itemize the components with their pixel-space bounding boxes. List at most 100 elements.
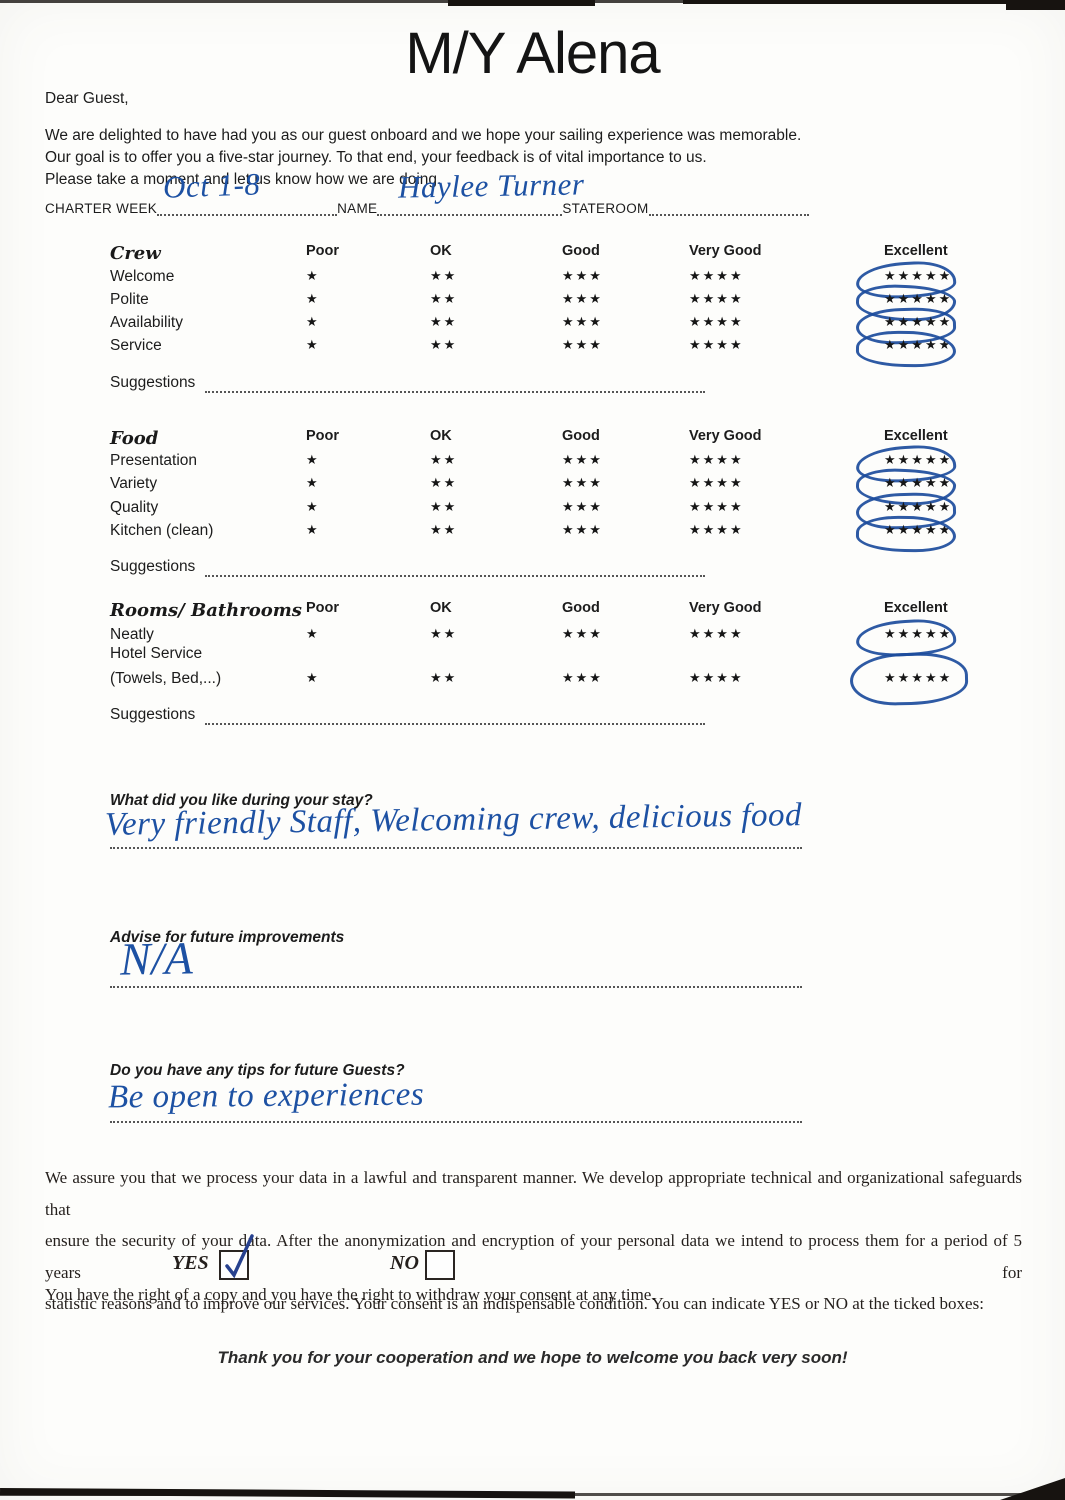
column-header-excellent: Excellent xyxy=(884,243,948,259)
star-rating-1[interactable]: ★ xyxy=(306,269,320,284)
star-rating-4[interactable]: ★★★★ xyxy=(689,500,744,515)
star-rating-5[interactable]: ★★★★★ xyxy=(884,476,953,491)
thank-you-text: Thank you for your cooperation and we ho… xyxy=(217,1348,848,1367)
star-rating-2[interactable]: ★★ xyxy=(430,627,458,642)
star-rating-3[interactable]: ★★★ xyxy=(562,315,603,330)
star-rating-4[interactable]: ★★★★ xyxy=(689,476,744,491)
star-rating-1[interactable]: ★ xyxy=(306,315,320,330)
salutation: Dear Guest, xyxy=(45,90,129,107)
scan-edge-top-right xyxy=(683,0,1065,4)
name-handwritten-value: Haylee Turner xyxy=(397,166,585,205)
section-title: Crew xyxy=(110,243,161,264)
answer-improvements-handwritten: N/A xyxy=(119,932,194,985)
star-rating-3[interactable]: ★★★ xyxy=(562,476,603,491)
column-header-good: Good xyxy=(562,243,600,259)
star-rating-5[interactable]: ★★★★★ xyxy=(884,338,953,353)
stateroom-label: STATEROOM xyxy=(562,201,649,216)
star-rating-3[interactable]: ★★★ xyxy=(562,338,603,353)
privacy-line: We assure you that we process your data … xyxy=(45,1168,1022,1219)
selected-rating-circle xyxy=(849,651,969,707)
star-rating-2[interactable]: ★★ xyxy=(430,671,458,686)
privacy-line: statistic reasons and to improve our ser… xyxy=(45,1294,984,1313)
star-rating-2[interactable]: ★★ xyxy=(430,453,458,468)
star-rating-1[interactable]: ★ xyxy=(306,627,320,642)
star-rating-5[interactable]: ★★★★★ xyxy=(884,500,953,515)
dotted-line[interactable] xyxy=(205,390,705,393)
scan-edge-top-thick xyxy=(448,0,595,6)
privacy-paragraph: We assure you that we process your data … xyxy=(45,1162,1022,1320)
star-rating-5[interactable]: ★★★★★ xyxy=(884,627,953,642)
column-header-good: Good xyxy=(562,600,600,616)
star-rating-2[interactable]: ★★ xyxy=(430,269,458,284)
row-label: Quality xyxy=(110,499,159,516)
star-rating-2[interactable]: ★★ xyxy=(430,476,458,491)
star-rating-4[interactable]: ★★★★ xyxy=(689,671,744,686)
star-rating-2[interactable]: ★★ xyxy=(430,523,458,538)
column-header-very-good: Very Good xyxy=(689,428,762,444)
star-rating-1[interactable]: ★ xyxy=(306,500,320,515)
dotted-line[interactable] xyxy=(205,722,705,725)
food-rating-section: Food Poor OK Good Very Good Excellent Presenta… xyxy=(0,428,1065,578)
star-rating-1[interactable]: ★ xyxy=(306,292,320,307)
star-rating-5[interactable]: ★★★★★ xyxy=(884,671,953,686)
star-rating-5[interactable]: ★★★★★ xyxy=(884,523,953,538)
star-rating-1[interactable]: ★ xyxy=(306,671,320,686)
no-checkbox[interactable] xyxy=(425,1250,455,1280)
star-rating-4[interactable]: ★★★★ xyxy=(689,627,744,642)
star-rating-4[interactable]: ★★★★ xyxy=(689,523,744,538)
column-header-good: Good xyxy=(562,428,600,444)
intro-line: We are delighted to have had you as our … xyxy=(45,127,802,144)
star-rating-4[interactable]: ★★★★ xyxy=(689,315,744,330)
scan-edge-bottom-thick xyxy=(0,1488,576,1499)
star-rating-5[interactable]: ★★★★★ xyxy=(884,269,953,284)
scan-edge-top-corner xyxy=(1006,0,1065,10)
intro-paragraph: We are delighted to have had you as our … xyxy=(45,125,945,191)
section-title: Food xyxy=(110,428,159,449)
column-header-excellent: Excellent xyxy=(884,600,948,616)
star-rating-2[interactable]: ★★ xyxy=(430,315,458,330)
star-rating-5[interactable]: ★★★★★ xyxy=(884,315,953,330)
star-rating-1[interactable]: ★ xyxy=(306,476,320,491)
name-field[interactable] xyxy=(377,198,563,216)
star-rating-4[interactable]: ★★★★ xyxy=(689,269,744,284)
charter-week-field[interactable] xyxy=(157,198,338,216)
crew-rating-section: Crew Poor OK Good Very Good Excellent Welcome ★… xyxy=(0,243,1065,393)
scan-edge-bottom-corner xyxy=(1000,1478,1065,1500)
star-rating-1[interactable]: ★ xyxy=(306,453,320,468)
star-rating-5[interactable]: ★★★★★ xyxy=(884,453,953,468)
star-rating-3[interactable]: ★★★ xyxy=(562,627,603,642)
column-header-poor: Poor xyxy=(306,600,340,616)
star-rating-2[interactable]: ★★ xyxy=(430,500,458,515)
star-rating-4[interactable]: ★★★★ xyxy=(689,292,744,307)
row-label: Availability xyxy=(110,314,183,331)
column-header-very-good: Very Good xyxy=(689,243,762,259)
intro-line: Our goal is to offer you a five-star jou… xyxy=(45,149,707,166)
column-header-excellent: Excellent xyxy=(884,428,948,444)
dotted-line[interactable] xyxy=(205,574,705,577)
star-rating-3[interactable]: ★★★ xyxy=(562,500,603,515)
column-header-ok: OK xyxy=(430,428,452,444)
stateroom-field[interactable] xyxy=(648,198,809,216)
dotted-line xyxy=(110,985,802,988)
star-rating-4[interactable]: ★★★★ xyxy=(689,338,744,353)
star-rating-3[interactable]: ★★★ xyxy=(562,523,603,538)
charter-fields-row: CHARTER WEEK NAME STATEROOM xyxy=(45,194,835,216)
star-rating-2[interactable]: ★★ xyxy=(430,292,458,307)
row-label: Service xyxy=(110,337,162,354)
star-rating-3[interactable]: ★★★ xyxy=(562,671,603,686)
star-rating-3[interactable]: ★★★ xyxy=(562,453,603,468)
star-rating-3[interactable]: ★★★ xyxy=(562,292,603,307)
star-rating-1[interactable]: ★ xyxy=(306,523,320,538)
question-label-improvements: Advise for future improvements xyxy=(110,929,345,946)
yes-checkbox[interactable] xyxy=(219,1250,249,1280)
star-rating-5[interactable]: ★★★★★ xyxy=(884,292,953,307)
star-rating-4[interactable]: ★★★★ xyxy=(689,453,744,468)
star-rating-3[interactable]: ★★★ xyxy=(562,269,603,284)
row-label: Presentation xyxy=(110,452,198,469)
question-label-stay: What did you like during your stay? xyxy=(110,792,373,809)
column-header-ok: OK xyxy=(430,600,452,616)
star-rating-1[interactable]: ★ xyxy=(306,338,320,353)
star-rating-2[interactable]: ★★ xyxy=(430,338,458,353)
privacy-line: ensure the security of your data. After … xyxy=(45,1231,1022,1282)
